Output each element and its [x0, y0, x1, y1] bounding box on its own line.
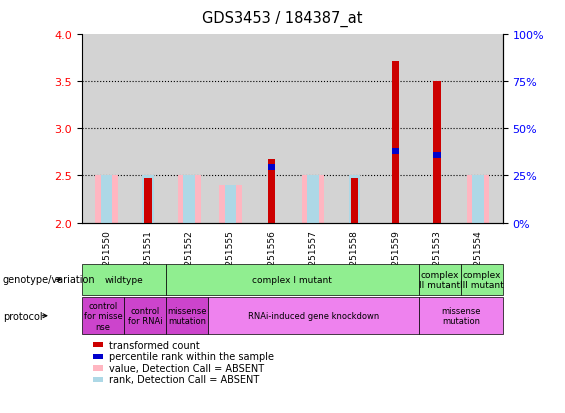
Text: value, Detection Call = ABSENT: value, Detection Call = ABSENT [109, 363, 264, 373]
Bar [95, 176, 118, 223]
Text: transformed count: transformed count [109, 340, 200, 350]
Bar [350, 179, 358, 223]
Bar [307, 176, 319, 223]
Text: complex
II mutant: complex II mutant [419, 270, 460, 290]
Bar [101, 176, 112, 223]
Bar [142, 176, 154, 223]
Text: missense
mutation: missense mutation [167, 306, 207, 325]
Bar [433, 152, 441, 158]
Text: control
for RNAi: control for RNAi [128, 306, 162, 325]
Bar [349, 176, 360, 223]
Text: complex I mutant: complex I mutant [253, 275, 332, 284]
Bar [268, 165, 276, 171]
Bar [302, 176, 324, 223]
Bar [467, 176, 489, 223]
Bar [219, 185, 242, 223]
Bar [392, 62, 399, 223]
Bar [178, 176, 201, 223]
Text: control
for misse
nse: control for misse nse [84, 301, 123, 331]
Bar [144, 179, 151, 223]
Text: genotype/variation: genotype/variation [3, 275, 95, 285]
Text: missense
mutation: missense mutation [441, 306, 480, 325]
Text: protocol: protocol [3, 311, 42, 321]
Text: percentile rank within the sample: percentile rank within the sample [109, 351, 274, 361]
Bar [433, 82, 441, 223]
Text: RNAi-induced gene knockdown: RNAi-induced gene knockdown [248, 311, 379, 320]
Text: rank, Detection Call = ABSENT: rank, Detection Call = ABSENT [109, 375, 259, 385]
Bar [268, 159, 276, 223]
Bar [392, 149, 399, 154]
Text: complex
III mutant: complex III mutant [460, 270, 503, 290]
Bar [472, 176, 484, 223]
Text: GDS3453 / 184387_at: GDS3453 / 184387_at [202, 10, 363, 26]
Text: wildtype: wildtype [105, 275, 144, 284]
Bar [184, 176, 195, 223]
Bar [225, 185, 236, 223]
